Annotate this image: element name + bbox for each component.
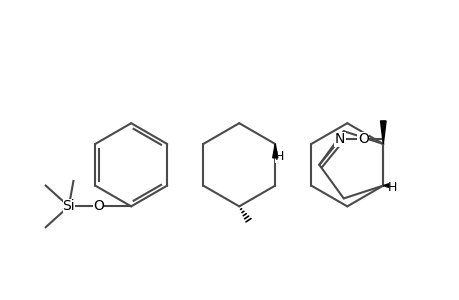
Polygon shape [382,184,388,188]
Text: Si: Si [62,200,75,213]
Text: O: O [357,132,368,146]
Polygon shape [380,121,385,144]
Text: H: H [274,150,284,164]
Text: N: N [334,132,345,146]
Polygon shape [272,144,277,158]
Text: H: H [387,182,397,194]
Text: O: O [93,200,104,213]
